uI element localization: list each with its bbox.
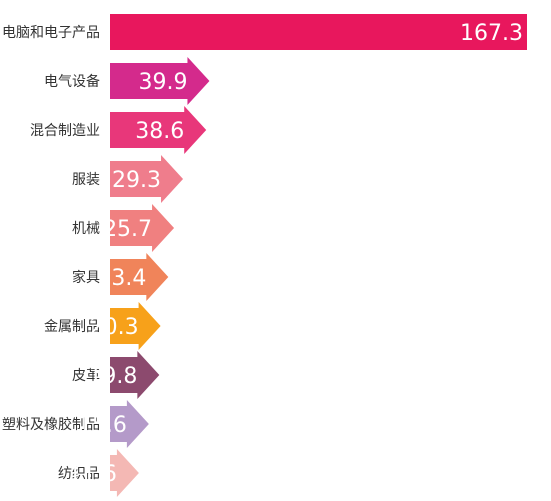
bar-mark bbox=[110, 155, 184, 203]
bar-mark bbox=[110, 302, 161, 350]
value-label: 38.6 bbox=[135, 119, 184, 144]
bar-mark bbox=[110, 106, 207, 154]
category-label: 机械 bbox=[72, 221, 100, 237]
category-label: 电气设备 bbox=[44, 73, 100, 90]
category-label: 金属制品 bbox=[44, 319, 100, 335]
category-label: 电脑和电子产品 bbox=[2, 25, 100, 41]
value-label: 23.4 bbox=[97, 266, 146, 291]
bar-mark bbox=[110, 253, 169, 301]
category-label: 混合制造业 bbox=[30, 123, 100, 139]
category-label: 皮革 bbox=[72, 368, 100, 384]
value-label: 20.3 bbox=[90, 315, 139, 340]
bar-mark bbox=[110, 204, 175, 252]
value-label: 39.9 bbox=[138, 70, 187, 95]
bar-mark bbox=[110, 400, 149, 448]
value-label: 19.8 bbox=[88, 364, 137, 389]
category-label: 家具 bbox=[72, 269, 100, 286]
value-label: 11.6 bbox=[68, 462, 117, 487]
value-label: 167.3 bbox=[460, 21, 523, 46]
value-label: 15.6 bbox=[78, 413, 127, 438]
category-label: 纺织品 bbox=[58, 466, 100, 482]
bars: 167.3 39.9 38.6 29.3 25.7 23.4 20.3 19.8 15.6 11.… bbox=[68, 14, 527, 497]
bar-mark bbox=[110, 14, 527, 50]
bar-mark bbox=[110, 57, 210, 105]
bar-mark bbox=[110, 449, 139, 497]
value-label: 29.3 bbox=[112, 168, 161, 193]
category-label: 塑料及橡胶制品 bbox=[2, 416, 100, 433]
category-label: 服装 bbox=[72, 172, 100, 188]
bar-mark bbox=[110, 351, 160, 399]
value-label: 25.7 bbox=[103, 217, 152, 242]
